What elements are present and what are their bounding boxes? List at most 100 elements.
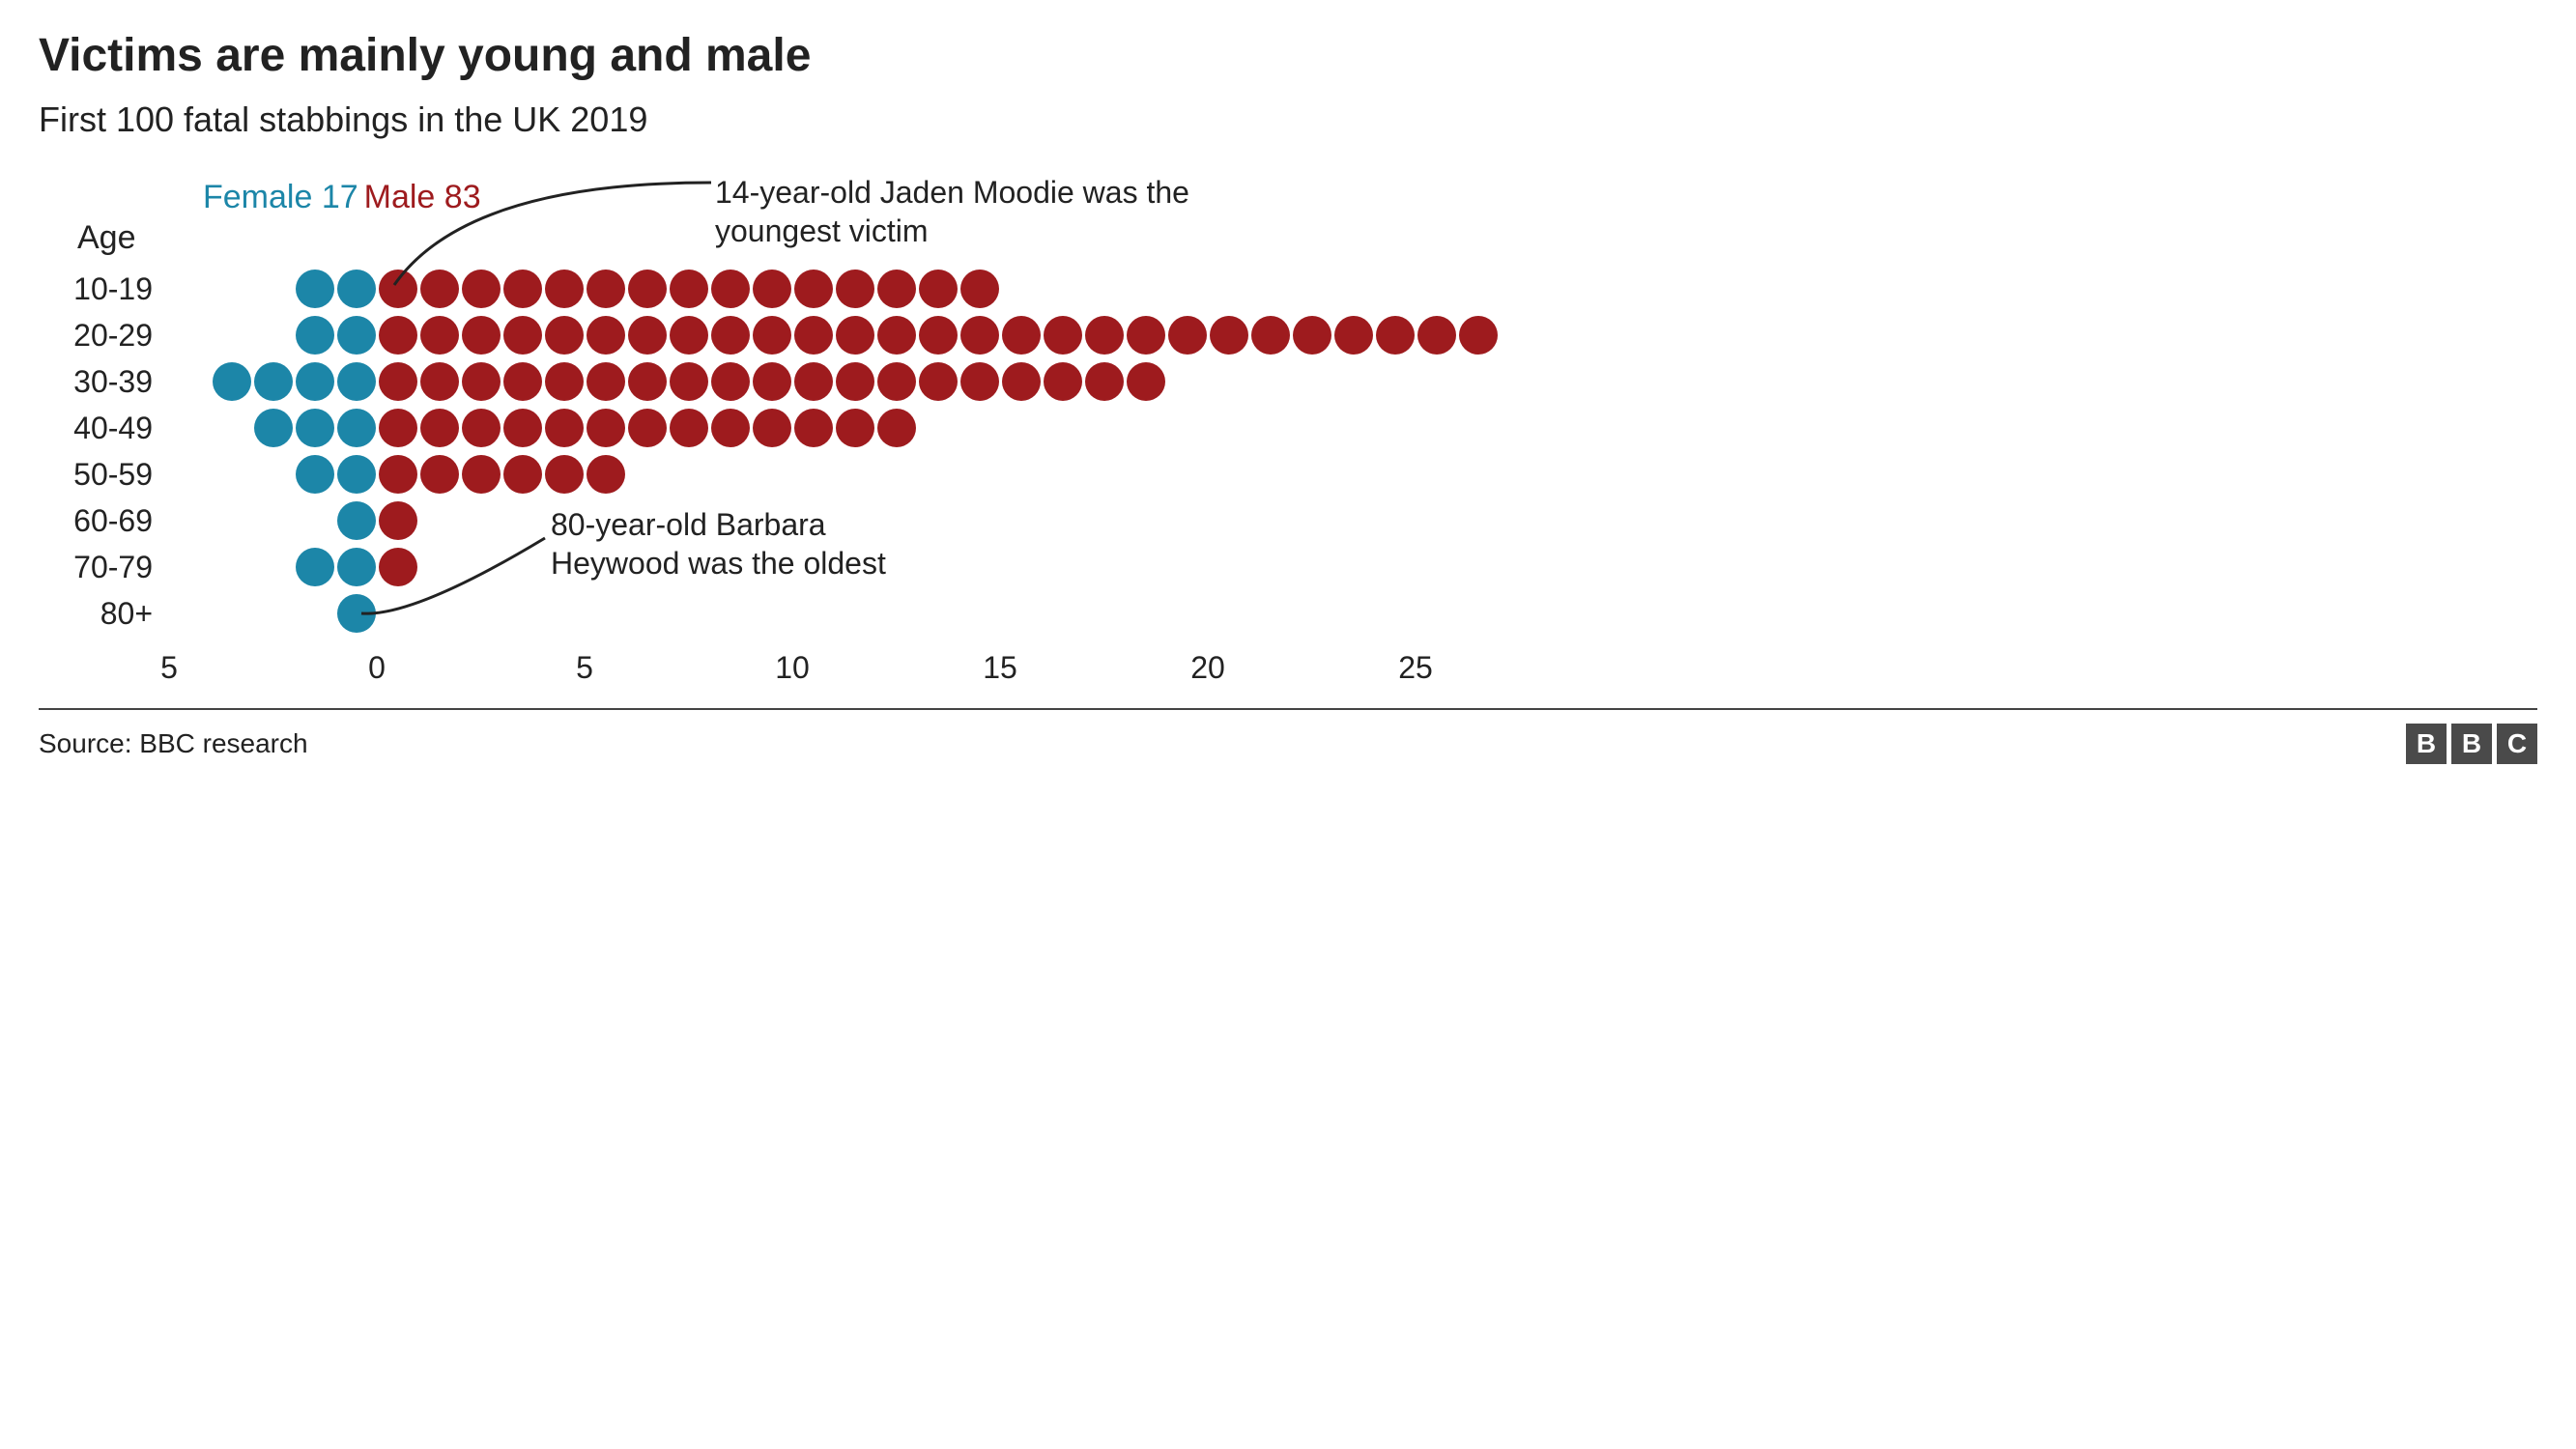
age-label: 10-19	[39, 271, 164, 307]
male-dot	[503, 455, 542, 494]
male-dot	[960, 362, 999, 401]
axis-tick: 0	[368, 650, 386, 686]
data-row: 20-29	[39, 312, 2537, 358]
male-dot	[462, 316, 501, 355]
axis-tick: 10	[775, 650, 810, 686]
male-dot	[960, 270, 999, 308]
female-dot	[337, 362, 376, 401]
male-dot	[670, 270, 708, 308]
male-dot	[1085, 362, 1124, 401]
male-dot	[1459, 316, 1498, 355]
male-dot	[379, 548, 417, 586]
male-dot	[753, 362, 791, 401]
male-dot	[1044, 362, 1082, 401]
male-dot	[919, 316, 958, 355]
male-dot	[877, 362, 916, 401]
data-row: 40-49	[39, 405, 2537, 451]
male-dot	[420, 316, 459, 355]
female-dot	[296, 409, 334, 447]
male-dot	[503, 362, 542, 401]
male-dot	[877, 316, 916, 355]
axis-tick: 5	[576, 650, 593, 686]
male-dot	[545, 455, 584, 494]
male-dot	[794, 270, 833, 308]
female-dot	[337, 409, 376, 447]
female-dot	[337, 594, 376, 633]
male-dot	[1002, 316, 1041, 355]
annotation-oldest: 80-year-old Barbara Heywood was the olde…	[551, 505, 957, 582]
male-dot	[877, 270, 916, 308]
age-label: 60-69	[39, 503, 164, 539]
male-dot	[379, 501, 417, 540]
male-dot	[711, 316, 750, 355]
male-dot	[503, 270, 542, 308]
data-row: 80+	[39, 590, 2537, 637]
male-dot	[711, 409, 750, 447]
female-dot	[296, 316, 334, 355]
x-axis: 50510152025	[164, 650, 2537, 689]
female-dot	[337, 501, 376, 540]
male-dot	[919, 362, 958, 401]
axis-tick: 20	[1190, 650, 1225, 686]
male-dot	[420, 362, 459, 401]
data-row: 30-39	[39, 358, 2537, 405]
male-dot	[379, 455, 417, 494]
age-header: Age	[77, 219, 136, 257]
male-dot	[587, 316, 625, 355]
male-dot	[670, 409, 708, 447]
female-dot	[213, 362, 251, 401]
male-dot	[753, 316, 791, 355]
male-dot	[587, 409, 625, 447]
male-dot	[1293, 316, 1331, 355]
age-label: 40-49	[39, 411, 164, 446]
male-dot	[628, 362, 667, 401]
male-dot	[379, 409, 417, 447]
data-row: 10-19	[39, 266, 2537, 312]
male-dot	[711, 270, 750, 308]
male-dot	[836, 362, 874, 401]
male-dot	[379, 362, 417, 401]
female-dot	[296, 455, 334, 494]
male-dot	[379, 270, 417, 308]
male-dot	[503, 409, 542, 447]
male-dot	[1127, 362, 1165, 401]
data-row: 70-79	[39, 544, 2537, 590]
data-row: 50-59	[39, 451, 2537, 497]
age-label: 20-29	[39, 318, 164, 354]
male-dot	[420, 270, 459, 308]
male-dot	[1168, 316, 1207, 355]
female-dot	[296, 270, 334, 308]
bbc-b1: B	[2406, 724, 2447, 764]
female-dot	[254, 362, 293, 401]
male-dot	[919, 270, 958, 308]
axis-tick: 5	[160, 650, 178, 686]
female-dot	[296, 362, 334, 401]
male-dot	[628, 270, 667, 308]
male-dot	[1334, 316, 1373, 355]
male-dot	[1210, 316, 1248, 355]
male-dot	[587, 362, 625, 401]
male-dot	[753, 270, 791, 308]
male-dot	[711, 362, 750, 401]
male-dot	[836, 316, 874, 355]
male-dot	[1376, 316, 1415, 355]
female-dot	[337, 270, 376, 308]
male-dot	[545, 409, 584, 447]
bbc-b2: B	[2451, 724, 2492, 764]
chart-area: 14-year-old Jaden Moodie was the younges…	[39, 266, 2537, 637]
male-dot	[670, 316, 708, 355]
male-dot	[462, 455, 501, 494]
male-dot	[1044, 316, 1082, 355]
male-dot	[794, 316, 833, 355]
axis-tick: 25	[1398, 650, 1433, 686]
axis-tick: 15	[983, 650, 1017, 686]
female-dot	[337, 316, 376, 355]
male-dot	[587, 270, 625, 308]
age-label: 70-79	[39, 550, 164, 585]
male-dot	[1085, 316, 1124, 355]
legend-male: Male 83	[364, 179, 481, 216]
male-dot	[1417, 316, 1456, 355]
male-dot	[670, 362, 708, 401]
age-label: 50-59	[39, 457, 164, 493]
male-dot	[960, 316, 999, 355]
